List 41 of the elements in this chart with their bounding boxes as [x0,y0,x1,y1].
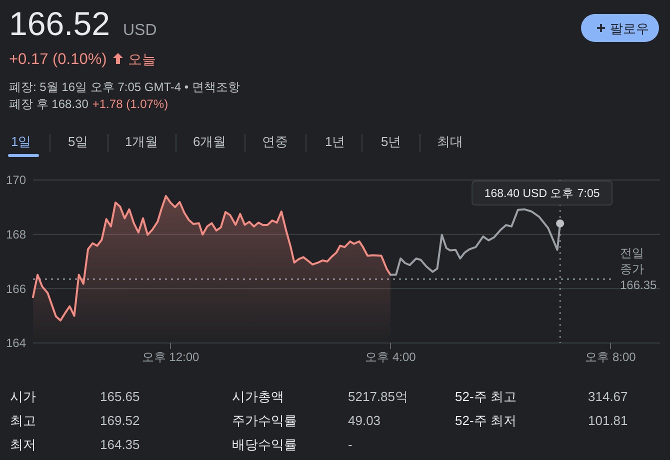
text: 폐장 후 168.30 [9,97,89,111]
y-tick-label: 170 [6,173,26,188]
text: 1개월 [125,134,158,149]
text: 최대 [437,134,463,149]
text: 주가수익률 [232,413,297,428]
text: 5일 [68,134,88,149]
text: 314.67 [588,389,628,404]
text: +1.78 (1.07%) [92,97,168,111]
annotation: 168.40 USD 오후 7:05 [484,188,600,200]
text: 시가총액 [232,389,284,404]
text: 164.35 [100,437,140,452]
text: 52-주 최고 [455,389,516,404]
text: 최고 [10,413,36,428]
text: 5년 [381,134,402,149]
text: 1일 [11,134,32,149]
chart-title: 166.52 [9,5,110,42]
text: 1년 [325,134,346,149]
y-tick-label: 164 [6,336,26,350]
x-tick-label: 오후 12:00 [142,350,200,364]
text: 팔로우 [610,21,649,36]
text: 연중 [262,134,288,149]
text: +0.17 (0.10%) [9,51,107,68]
text: 52-주 최저 [455,413,516,428]
text: 6개월 [193,134,226,149]
text: 폐장: 5월 16일 오후 7:05 GMT-4 • 면책조항 [9,80,240,94]
text: 169.52 [100,413,140,428]
text: 165.65 [100,389,140,404]
text: 49.03 [348,413,381,428]
text: - [348,437,352,452]
text: 배당수익률 [232,437,297,452]
text: 최저 [10,437,36,452]
y-tick-label: 166 [6,282,26,296]
x-tick-label: 오후 4:00 [365,350,416,364]
text: 101.81 [588,413,628,428]
text: USD [123,22,157,39]
y-tick-label: 168 [6,228,26,242]
text: 시가 [10,389,36,404]
text: 5217.85억 [348,389,408,404]
ref-line-label: 전일 종가 166.35 [620,246,658,292]
text: 오늘 [128,51,156,67]
x-tick-label: 오후 8:00 [585,350,636,364]
